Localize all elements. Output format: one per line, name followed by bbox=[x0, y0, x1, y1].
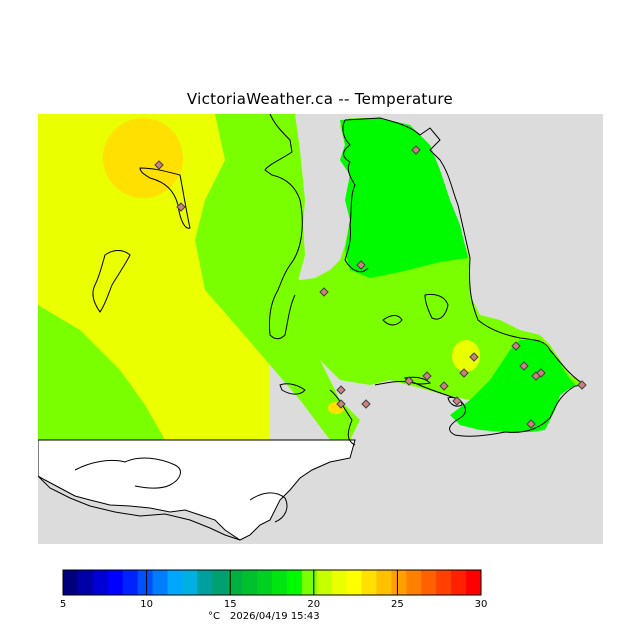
legend-swatch bbox=[257, 570, 273, 595]
peninsula bbox=[270, 114, 585, 432]
legend-swatch bbox=[122, 570, 139, 595]
legend-swatch bbox=[212, 570, 228, 595]
station-marker bbox=[519, 361, 529, 371]
station-marker bbox=[439, 381, 449, 391]
legend-swatch bbox=[421, 570, 437, 595]
legend-swatch bbox=[346, 570, 363, 595]
legend-swatch bbox=[361, 570, 377, 595]
legend-swatch bbox=[242, 570, 258, 595]
temperature-field bbox=[38, 114, 360, 440]
legend-swatch bbox=[316, 570, 333, 595]
station-marker bbox=[459, 368, 469, 378]
station-marker bbox=[319, 287, 329, 297]
legend-swatch bbox=[331, 570, 348, 595]
station-marker bbox=[469, 352, 479, 362]
station-marker bbox=[411, 145, 421, 155]
legend-swatch bbox=[63, 570, 79, 595]
legend-swatch bbox=[391, 570, 407, 595]
legend-timestamp: 2026/04/19 15:43 bbox=[230, 611, 320, 622]
station-marker bbox=[526, 419, 536, 429]
legend-swatch bbox=[406, 570, 422, 595]
legend-swatch bbox=[137, 570, 154, 595]
legend-tick-label: 5 bbox=[60, 599, 66, 610]
legend-ticks: 5 10 15 20 25 30 bbox=[60, 570, 488, 610]
temperature-map bbox=[38, 114, 603, 544]
legend-tick-label: 25 bbox=[391, 599, 404, 610]
station-marker bbox=[336, 399, 346, 409]
station-marker bbox=[154, 160, 164, 170]
legend-tick-label: 30 bbox=[475, 599, 488, 610]
legend-swatches bbox=[63, 570, 482, 595]
legend-tick-label: 20 bbox=[307, 599, 320, 610]
legend-swatch bbox=[451, 570, 467, 595]
legend-swatch bbox=[77, 570, 94, 595]
station-marker bbox=[404, 376, 414, 386]
station-marker bbox=[356, 260, 366, 270]
station-marker bbox=[452, 396, 462, 406]
stations-layer bbox=[154, 145, 587, 429]
legend-swatch bbox=[107, 570, 124, 595]
legend-swatch bbox=[436, 570, 452, 595]
legend-swatch bbox=[182, 570, 198, 595]
legend-swatch bbox=[197, 570, 213, 595]
legend-swatch bbox=[227, 570, 243, 595]
legend-swatch bbox=[92, 570, 109, 595]
legend-swatch bbox=[301, 570, 318, 595]
south-landmass bbox=[38, 439, 356, 541]
legend-swatch bbox=[272, 570, 288, 595]
legend-tick-label: 15 bbox=[224, 599, 237, 610]
legend-swatch bbox=[152, 570, 168, 595]
legend-swatch bbox=[466, 570, 482, 595]
station-marker bbox=[336, 385, 346, 395]
color-legend: 5 10 15 20 25 30 °C 2026/04/19 15:43 bbox=[60, 569, 488, 622]
station-marker bbox=[511, 341, 521, 351]
station-marker bbox=[361, 399, 371, 409]
legend-swatch bbox=[286, 570, 303, 595]
south-coastline-detail bbox=[38, 457, 288, 541]
station-marker bbox=[577, 380, 587, 390]
legend-swatch bbox=[376, 570, 392, 595]
legend-tick-label: 10 bbox=[140, 599, 153, 610]
station-marker bbox=[422, 371, 432, 381]
station-marker bbox=[536, 368, 546, 378]
legend-swatch bbox=[167, 570, 183, 595]
legend-unit: °C bbox=[208, 611, 220, 622]
station-marker bbox=[176, 202, 186, 212]
map-title: VictoriaWeather.ca -- Temperature bbox=[186, 90, 454, 108]
